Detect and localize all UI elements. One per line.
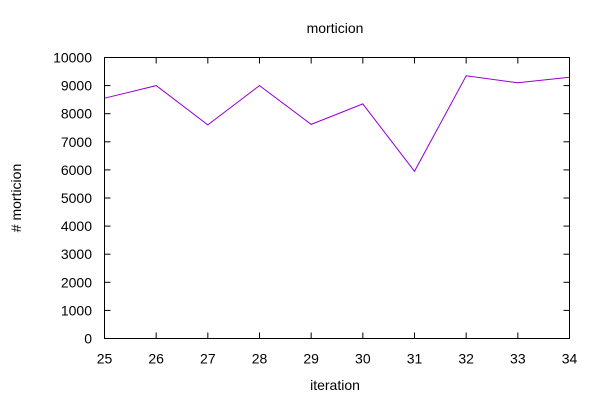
data-point: [465, 75, 467, 77]
data-point: [310, 123, 312, 125]
y-tick-label: 0: [84, 331, 92, 347]
y-tick-label: 3000: [61, 246, 92, 262]
y-axis: 0 1000 2000 3000 4000 5000 6000 7000 8000 9000 100…: [53, 50, 570, 347]
y-tick-label: 9000: [61, 78, 92, 94]
y-tick-label: 8000: [61, 106, 92, 122]
x-tick-label: 33: [510, 351, 526, 367]
y-tick-label: 6000: [61, 162, 92, 178]
data-point: [414, 170, 415, 172]
x-tick-label: 31: [407, 351, 423, 367]
data-point: [259, 85, 260, 87]
x-axis-label: iteration: [310, 377, 360, 393]
x-tick-label: 25: [97, 351, 113, 367]
data-point: [362, 103, 364, 105]
x-tick-label: 27: [200, 351, 216, 367]
series-line: [104, 75, 570, 173]
y-tick-label: 7000: [61, 134, 92, 150]
y-tick-label: 1000: [61, 302, 92, 318]
chart-title: morticion: [307, 20, 364, 36]
plot-frame: [104, 57, 570, 339]
data-point: [207, 124, 209, 126]
x-tick-label: 32: [458, 351, 474, 367]
y-tick-label: 4000: [61, 218, 92, 234]
y-tick-label: 5000: [61, 190, 92, 206]
x-tick-label: 30: [355, 351, 371, 367]
y-tick-label: 2000: [61, 274, 92, 290]
x-tick-label: 34: [562, 351, 578, 367]
data-point: [517, 82, 519, 84]
x-tick-label: 28: [252, 351, 268, 367]
data-point: [155, 85, 157, 87]
x-axis: 25 26 27 28 29 30 31 32 33 34: [97, 57, 578, 367]
y-axis-label: # morticion: [8, 164, 24, 232]
series-layer: [104, 75, 570, 173]
x-tick-label: 26: [148, 351, 164, 367]
x-tick-label: 29: [303, 351, 319, 367]
y-tick-label: 10000: [53, 50, 92, 66]
